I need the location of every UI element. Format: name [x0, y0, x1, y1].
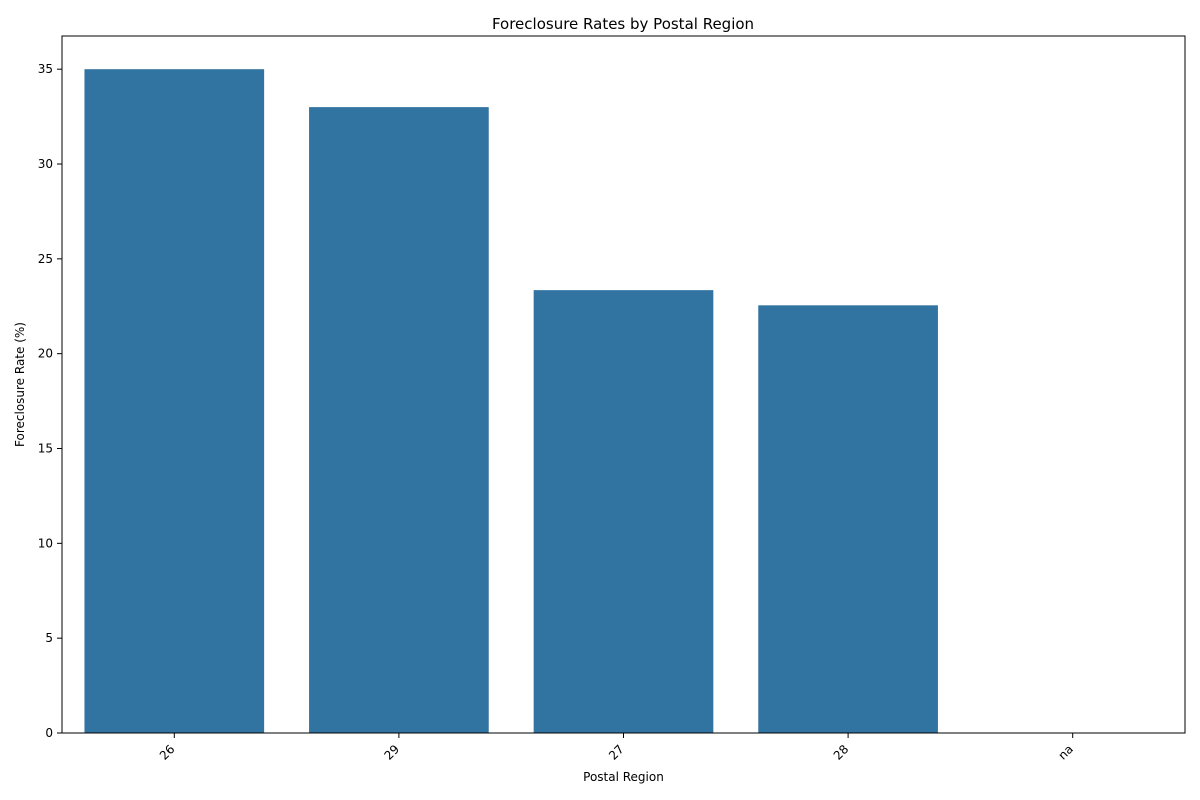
y-tick-label: 20	[38, 347, 53, 361]
y-axis-label: Foreclosure Rate (%)	[13, 322, 27, 447]
y-tick-label: 10	[38, 536, 53, 550]
x-tick-label-27: 27	[606, 742, 627, 763]
y-tick-label: 25	[38, 252, 53, 266]
y-tick-label: 15	[38, 442, 53, 456]
x-tick-label-28: 28	[831, 742, 852, 763]
x-tick-label-26: 26	[157, 742, 178, 763]
y-tick-label: 0	[45, 726, 53, 740]
y-tick-label: 5	[45, 631, 53, 645]
y-tick-label: 30	[38, 157, 53, 171]
y-tick-label: 35	[38, 62, 53, 76]
bar-29	[309, 107, 489, 734]
bars-group	[84, 69, 938, 734]
x-tick-label-na: na	[1056, 742, 1076, 762]
bar-27	[533, 290, 714, 733]
x-tick-label-29: 29	[381, 742, 402, 763]
bar-28	[758, 305, 938, 733]
plot-frame	[61, 35, 1186, 734]
x-axis-ticks: 26 29 27 28 na	[157, 733, 1076, 763]
x-axis-label: Postal Region	[583, 770, 664, 784]
bar-26	[84, 69, 265, 733]
y-axis-ticks: 0 5 10 15 20 25 30 35	[38, 62, 62, 740]
chart-title: Foreclosure Rates by Postal Region	[492, 15, 754, 33]
